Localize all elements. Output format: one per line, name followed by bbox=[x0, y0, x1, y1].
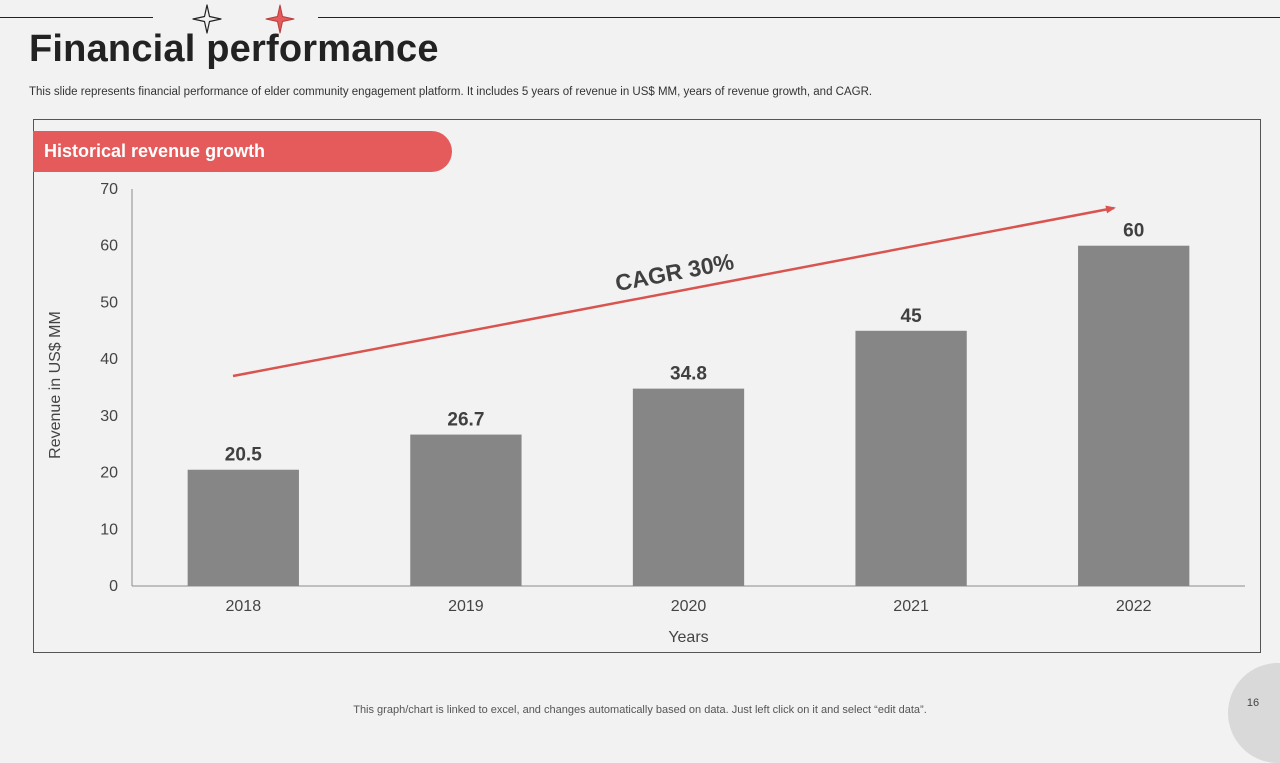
x-tick-label: 2022 bbox=[1116, 598, 1152, 615]
cagr-annotation: CAGR 30% bbox=[613, 248, 736, 296]
y-axis-title: Revenue in US$ MM bbox=[47, 311, 64, 459]
y-tick-label: 20 bbox=[100, 465, 118, 482]
revenue-bar-chart[interactable]: 0 10 20 30 40 50 60 70 20.5 2018 26.7 2019 34.8 2020 4… bbox=[0, 0, 1280, 720]
x-axis-title: Years bbox=[668, 629, 708, 646]
x-tick-label: 2021 bbox=[893, 598, 929, 615]
bar-value-label: 34.8 bbox=[670, 364, 707, 385]
y-tick-label: 40 bbox=[100, 351, 118, 368]
bar-value-label: 60 bbox=[1123, 221, 1144, 242]
star-red-icon bbox=[265, 4, 295, 34]
section-label-pill: Historical revenue growth bbox=[33, 131, 452, 172]
bar-2018[interactable] bbox=[187, 469, 299, 586]
page-number: 16 bbox=[1246, 697, 1260, 709]
y-tick-label: 70 bbox=[100, 181, 118, 198]
chart-panel bbox=[33, 119, 1261, 653]
bar-2019[interactable] bbox=[410, 434, 522, 586]
y-tick-label: 60 bbox=[100, 238, 118, 255]
page-title: Financial performance bbox=[29, 28, 439, 70]
y-tick-label: 50 bbox=[100, 294, 118, 311]
y-tick-label: 10 bbox=[100, 521, 118, 538]
footer-note: This graph/chart is linked to excel, and… bbox=[353, 704, 927, 716]
bar-value-label: 45 bbox=[901, 306, 923, 327]
y-tick-label: 30 bbox=[100, 408, 118, 425]
cagr-trend-arrow bbox=[232, 205, 1116, 378]
bar-value-label: 20.5 bbox=[225, 445, 262, 466]
star-outline-icon bbox=[192, 4, 222, 34]
bar-2021[interactable] bbox=[855, 330, 967, 586]
top-rule-right bbox=[318, 17, 1280, 18]
page-subtitle: This slide represents financial performa… bbox=[29, 86, 873, 98]
x-tick-label: 2018 bbox=[226, 598, 262, 615]
bar-value-label: 26.7 bbox=[447, 410, 484, 431]
bar-2022[interactable] bbox=[1078, 245, 1190, 586]
y-tick-label: 0 bbox=[109, 578, 118, 595]
x-tick-label: 2019 bbox=[448, 598, 484, 615]
bar-2020[interactable] bbox=[632, 388, 745, 586]
x-tick-label: 2020 bbox=[671, 598, 707, 615]
top-rule-left bbox=[0, 17, 153, 18]
